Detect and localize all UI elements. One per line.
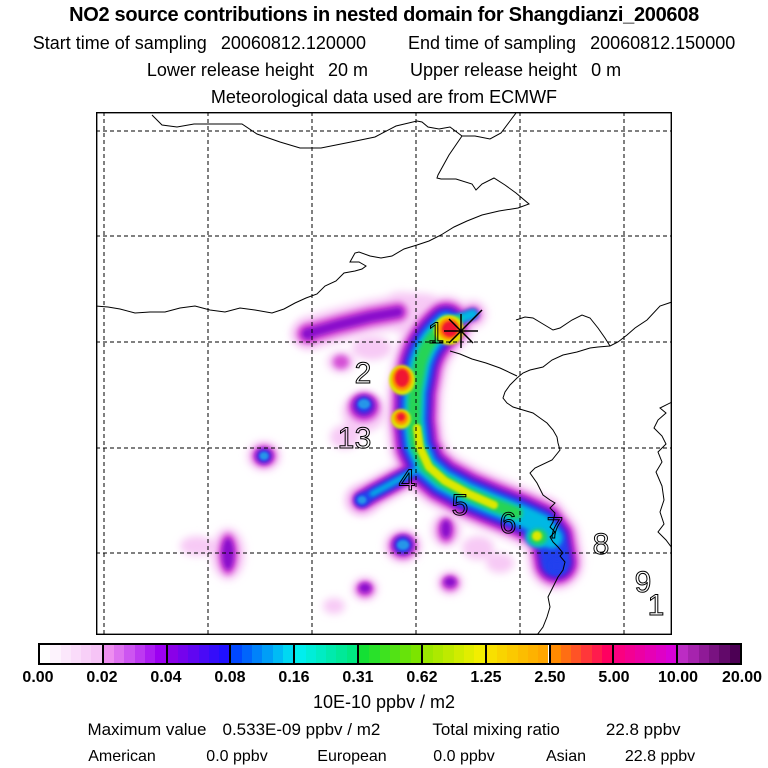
map-frame — [96, 112, 672, 635]
upper-height-label: Upper release height — [410, 60, 578, 80]
colorbar-tick-labels: 0.00 0.02 0.04 0.08 0.16 0.31 0.62 1.25 2.50 5.00… — [0, 669, 768, 687]
region-name: Asian — [545, 748, 587, 765]
colorbar-tick-label: 0.00 — [22, 669, 54, 686]
release-marker-icon — [444, 309, 483, 348]
receptor-site-number: 1 — [648, 589, 665, 622]
upper-height-value: 0 m — [591, 60, 622, 80]
grid-lines — [97, 113, 671, 634]
total-mixing-ratio-label: Total mixing ratio — [432, 720, 560, 739]
colorbar-tick-label: 2.50 — [534, 669, 566, 686]
receptor-site-number: 6 — [500, 507, 517, 540]
coastline-bay-loop — [515, 314, 611, 347]
region-value: 22.8 ppbv — [624, 748, 696, 765]
colorbar-unit: 10E-10 ppbv / m2 — [312, 692, 456, 712]
region-name: American — [88, 748, 156, 765]
end-time-label: End time of sampling — [407, 33, 577, 53]
receptor-site-number: 1 — [338, 422, 355, 455]
receptor-site-number: 5 — [452, 489, 469, 522]
region-name: European — [317, 748, 387, 765]
region-value: 0.0 ppbv — [433, 748, 495, 765]
region-value: 0.0 ppbv — [206, 748, 268, 765]
receptor-site-number: 7 — [547, 512, 564, 545]
region-contributions-line: American 0.0 ppbv European 0.0 ppbv Asia… — [0, 748, 768, 766]
summary-line: Maximum value 0.533E-09 ppbv / m2 Total mi… — [0, 720, 768, 740]
colorbar-tick-label: 20.00 — [721, 669, 763, 686]
start-time-value: 20060812.120000 — [220, 33, 366, 53]
colorbar-tick-label: 0.31 — [342, 669, 374, 686]
colorbar-segment — [676, 645, 740, 663]
colorbar-segment — [293, 645, 358, 663]
start-time-label: Start time of sampling — [32, 33, 207, 53]
colorbar-segment — [101, 645, 166, 663]
colorbar-segment — [420, 645, 485, 663]
coastline-branch — [449, 350, 518, 377]
coastlines — [97, 113, 671, 634]
sampling-times-line: Start time of sampling 20060812.120000 End… — [0, 33, 768, 54]
colorbar-tick-label: 0.08 — [214, 669, 246, 686]
coastline-bohai-north — [97, 135, 530, 314]
release-heights-line: Lower release height 20 m Upper release he… — [0, 60, 768, 81]
colorbar-tick-label: 5.00 — [598, 669, 630, 686]
receptor-site-number: 4 — [399, 464, 416, 497]
colorbar-tick-label: 0.62 — [406, 669, 438, 686]
lower-height-value: 20 m — [327, 60, 368, 80]
colorbar-segment — [484, 645, 549, 663]
end-time-value: 20060812.150000 — [590, 33, 736, 53]
colorbar-segment — [548, 645, 613, 663]
colorbar-segment — [165, 645, 230, 663]
colorbar-tick-label: 1.25 — [470, 669, 502, 686]
lower-height-label: Lower release height — [146, 60, 314, 80]
total-mixing-ratio-value: 22.8 ppbv — [605, 720, 681, 739]
colorbar-tick-label: 0.04 — [150, 669, 182, 686]
page-title: NO2 source contributions in nested domai… — [69, 4, 699, 26]
plume-field — [180, 292, 584, 614]
colorbar — [38, 643, 742, 665]
meteorology-line: Meteorological data used are from ECMWF — [210, 87, 558, 107]
receptor-site-number: 3 — [355, 422, 372, 455]
coastline-bohai-west — [502, 301, 671, 634]
coastline-east-edge — [653, 401, 671, 548]
receptor-site-number: 1 — [428, 317, 445, 350]
colorbar-tick-label: 0.02 — [86, 669, 118, 686]
colorbar-segment — [612, 645, 677, 663]
receptor-site-number: 9 — [635, 566, 652, 599]
colorbar-segment — [40, 645, 102, 663]
colorbar-tick-label: 10.00 — [657, 669, 699, 686]
receptor-site-number: 8 — [593, 528, 610, 561]
maximum-value-label: Maximum value — [87, 720, 207, 739]
colorbar-segment — [229, 645, 294, 663]
colorbar-segment — [357, 645, 421, 663]
maximum-value: 0.533E-09 ppbv / m2 — [222, 720, 381, 739]
receptor-site-number: 2 — [355, 357, 372, 390]
colorbar-tick-label: 0.16 — [278, 669, 310, 686]
